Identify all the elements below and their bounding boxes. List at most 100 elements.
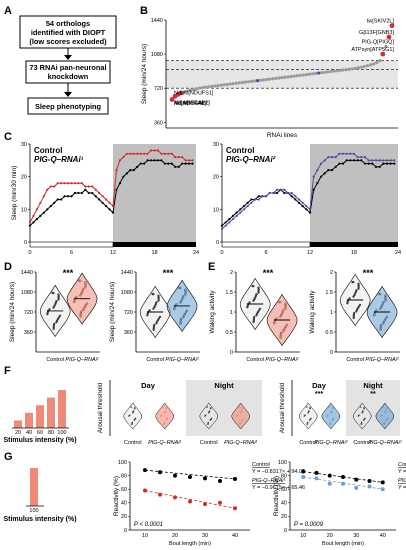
violin-point [252, 320, 255, 324]
series-point [220, 227, 224, 231]
violin-point [373, 314, 376, 317]
data-point [210, 84, 214, 88]
data-point [347, 67, 351, 71]
flow-box-3-line-1: Sleep phenotyping [35, 102, 102, 111]
violin-point [57, 316, 61, 319]
violin-point [133, 407, 136, 410]
series-point [136, 165, 139, 168]
y-tick-label: 10 [21, 207, 27, 213]
series-point [327, 473, 332, 478]
violin-point [209, 419, 212, 421]
category-label: PIG-Q–RNAi² [314, 440, 347, 446]
series-point [160, 152, 163, 155]
stimulus-tick: 100 [29, 508, 38, 514]
significance-marker: *** [263, 268, 274, 278]
violin-point [241, 419, 244, 421]
y-tick-label: 1080 [151, 52, 163, 58]
violin-point [279, 300, 282, 304]
violin-point [155, 322, 158, 325]
series-point [314, 476, 319, 481]
equation-label: Control [398, 462, 406, 468]
series-point [149, 149, 153, 152]
flow-box-1-line-2: identified with DIOPT [31, 28, 106, 37]
violin-point [132, 411, 134, 414]
violin-point [275, 317, 278, 320]
series-point [184, 159, 187, 162]
violin-point [160, 415, 162, 417]
series-point [80, 191, 83, 195]
series-point [308, 211, 312, 214]
series-point [203, 502, 207, 507]
violin-point [152, 328, 155, 332]
series-point [341, 481, 345, 486]
violin-point [57, 298, 60, 301]
x-tick-label: 12 [307, 250, 313, 256]
series-point [32, 221, 35, 224]
violin-point [331, 419, 334, 421]
violin-point [362, 419, 365, 421]
violin-point [363, 407, 365, 410]
series-point [153, 159, 156, 162]
y-tick-label: 10 [213, 207, 219, 213]
series-point [393, 162, 396, 165]
violin-point [303, 415, 306, 417]
series-point [73, 191, 77, 195]
violin-point [79, 279, 82, 282]
regression-line [144, 490, 236, 509]
series-point [101, 195, 104, 198]
violin-point [379, 307, 382, 310]
category-label: PIG-Q–RNAi¹ [65, 357, 98, 363]
series-point [360, 159, 363, 162]
series-point [218, 500, 222, 505]
violin-point [355, 310, 358, 313]
series-point [393, 159, 396, 162]
series-point [163, 162, 166, 165]
series-point [378, 159, 381, 162]
series-point [314, 470, 319, 475]
series-point [49, 185, 52, 188]
y-tick-label: 100 [118, 460, 127, 466]
series-point [356, 159, 359, 162]
series-point [319, 175, 323, 178]
data-point [219, 83, 223, 87]
data-point [194, 87, 199, 91]
series-point [272, 191, 275, 195]
series-point [132, 152, 135, 155]
series-point [316, 169, 319, 172]
violin-point [308, 419, 311, 421]
series-point [115, 188, 118, 191]
series-point [367, 159, 370, 162]
series-point [261, 195, 264, 198]
violin-point [352, 295, 355, 298]
x-tick-label: 10 [300, 533, 306, 539]
violin-point [53, 304, 56, 308]
series-point [60, 182, 63, 185]
y-tick-label: 1 [330, 310, 333, 316]
stimulus-tick: 40 [26, 430, 32, 436]
flow-box-3 [27, 97, 109, 115]
series-point [158, 492, 162, 497]
series-point [66, 182, 70, 185]
violin-point [255, 314, 258, 317]
significance-marker: *** [163, 268, 174, 278]
series-point [330, 155, 334, 159]
violin-point [82, 308, 85, 312]
violin-point [48, 308, 51, 311]
y-axis-title: Waking activity [209, 290, 216, 334]
x-tick-label: 10 [142, 533, 148, 539]
x-tick-label: 6 [264, 250, 267, 256]
series-point [187, 162, 191, 165]
series-point [294, 198, 297, 201]
violin-point [209, 407, 212, 410]
series-point [231, 214, 235, 217]
panel-label-b: B [140, 5, 148, 17]
series-point [334, 165, 337, 168]
series-point [312, 175, 315, 178]
series-point [158, 470, 162, 475]
y-axis-title: Sleep (min/24 hours) [109, 282, 116, 342]
y-tick-label: 1.5 [325, 290, 333, 296]
data-point [228, 82, 232, 86]
low-label: Arf[ARFGAP2] [174, 100, 210, 106]
category-label: PIG-Q–RNAi² [165, 357, 198, 363]
p-value: P = 0.0009 [294, 522, 324, 528]
